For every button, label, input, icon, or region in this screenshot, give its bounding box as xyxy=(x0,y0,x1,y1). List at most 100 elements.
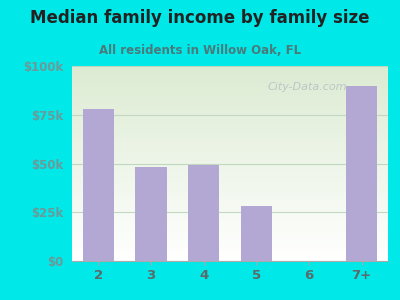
Bar xyxy=(72,235,388,236)
Bar xyxy=(72,243,388,244)
Bar xyxy=(72,123,388,124)
Bar xyxy=(72,108,388,109)
Bar xyxy=(72,191,388,192)
Bar xyxy=(72,75,388,76)
Bar xyxy=(72,190,388,191)
Bar xyxy=(72,225,388,226)
Bar xyxy=(72,97,388,98)
Bar xyxy=(72,219,388,221)
Bar xyxy=(72,231,388,232)
Bar xyxy=(72,188,388,190)
Bar xyxy=(72,201,388,202)
Bar xyxy=(72,258,388,260)
Bar xyxy=(346,85,378,261)
Bar xyxy=(72,147,388,148)
Bar xyxy=(72,227,388,229)
Bar xyxy=(72,229,388,230)
Bar xyxy=(72,164,388,165)
Bar xyxy=(72,205,388,206)
Bar xyxy=(72,130,388,131)
Bar xyxy=(72,122,388,123)
Bar xyxy=(72,102,388,104)
Bar xyxy=(72,78,388,79)
Bar xyxy=(72,162,388,164)
Bar xyxy=(72,134,388,135)
Bar xyxy=(72,88,388,89)
Bar xyxy=(72,194,388,195)
Bar xyxy=(72,167,388,169)
Bar xyxy=(72,232,388,234)
Bar xyxy=(72,174,388,175)
Bar xyxy=(72,154,388,156)
Bar xyxy=(188,165,220,261)
Bar xyxy=(240,206,272,261)
Bar xyxy=(72,105,388,106)
Bar xyxy=(72,213,388,214)
Bar xyxy=(72,187,388,188)
Bar xyxy=(72,143,388,144)
Bar xyxy=(72,183,388,184)
Bar xyxy=(72,92,388,93)
Bar xyxy=(72,175,388,176)
Bar xyxy=(72,109,388,110)
Bar xyxy=(72,96,388,97)
Bar xyxy=(72,85,388,87)
Bar xyxy=(72,100,388,101)
Bar xyxy=(72,221,388,222)
Bar xyxy=(72,158,388,160)
Bar xyxy=(135,167,167,261)
Bar xyxy=(72,94,388,96)
Bar xyxy=(72,197,388,199)
Bar xyxy=(72,71,388,73)
Bar xyxy=(72,257,388,258)
Bar xyxy=(72,153,388,154)
Bar xyxy=(72,104,388,105)
Bar xyxy=(72,170,388,171)
Bar xyxy=(72,145,388,147)
Bar xyxy=(72,135,388,136)
Bar xyxy=(72,252,388,253)
Bar xyxy=(72,202,388,204)
Bar xyxy=(72,172,388,174)
Bar xyxy=(72,238,388,239)
Bar xyxy=(72,244,388,245)
Bar xyxy=(72,166,388,167)
Bar xyxy=(72,132,388,134)
Bar xyxy=(72,137,388,139)
Bar xyxy=(72,209,388,210)
Bar xyxy=(72,210,388,211)
Bar xyxy=(72,93,388,94)
Bar xyxy=(72,182,388,183)
Bar xyxy=(72,260,388,261)
Bar xyxy=(72,223,388,225)
Bar xyxy=(72,208,388,209)
Bar xyxy=(72,248,388,249)
Bar xyxy=(72,70,388,71)
Bar xyxy=(72,89,388,91)
Bar xyxy=(72,195,388,196)
Bar xyxy=(72,131,388,132)
Bar xyxy=(72,253,388,254)
Text: Median family income by family size: Median family income by family size xyxy=(30,9,370,27)
Bar xyxy=(72,66,388,67)
Bar xyxy=(72,234,388,235)
Bar xyxy=(72,165,388,166)
Bar xyxy=(72,87,388,88)
Bar xyxy=(72,178,388,179)
Bar xyxy=(72,106,388,108)
Bar xyxy=(72,192,388,194)
Bar xyxy=(72,82,388,83)
Bar xyxy=(72,240,388,242)
Bar xyxy=(72,171,388,172)
Bar xyxy=(72,226,388,227)
Bar xyxy=(72,247,388,248)
Bar xyxy=(72,217,388,218)
Text: City-Data.com: City-Data.com xyxy=(268,82,348,92)
Bar xyxy=(72,179,388,180)
Bar xyxy=(72,139,388,140)
Bar xyxy=(72,114,388,116)
Bar xyxy=(72,98,388,100)
Bar xyxy=(72,176,388,178)
Bar xyxy=(72,236,388,238)
Bar xyxy=(72,206,388,208)
